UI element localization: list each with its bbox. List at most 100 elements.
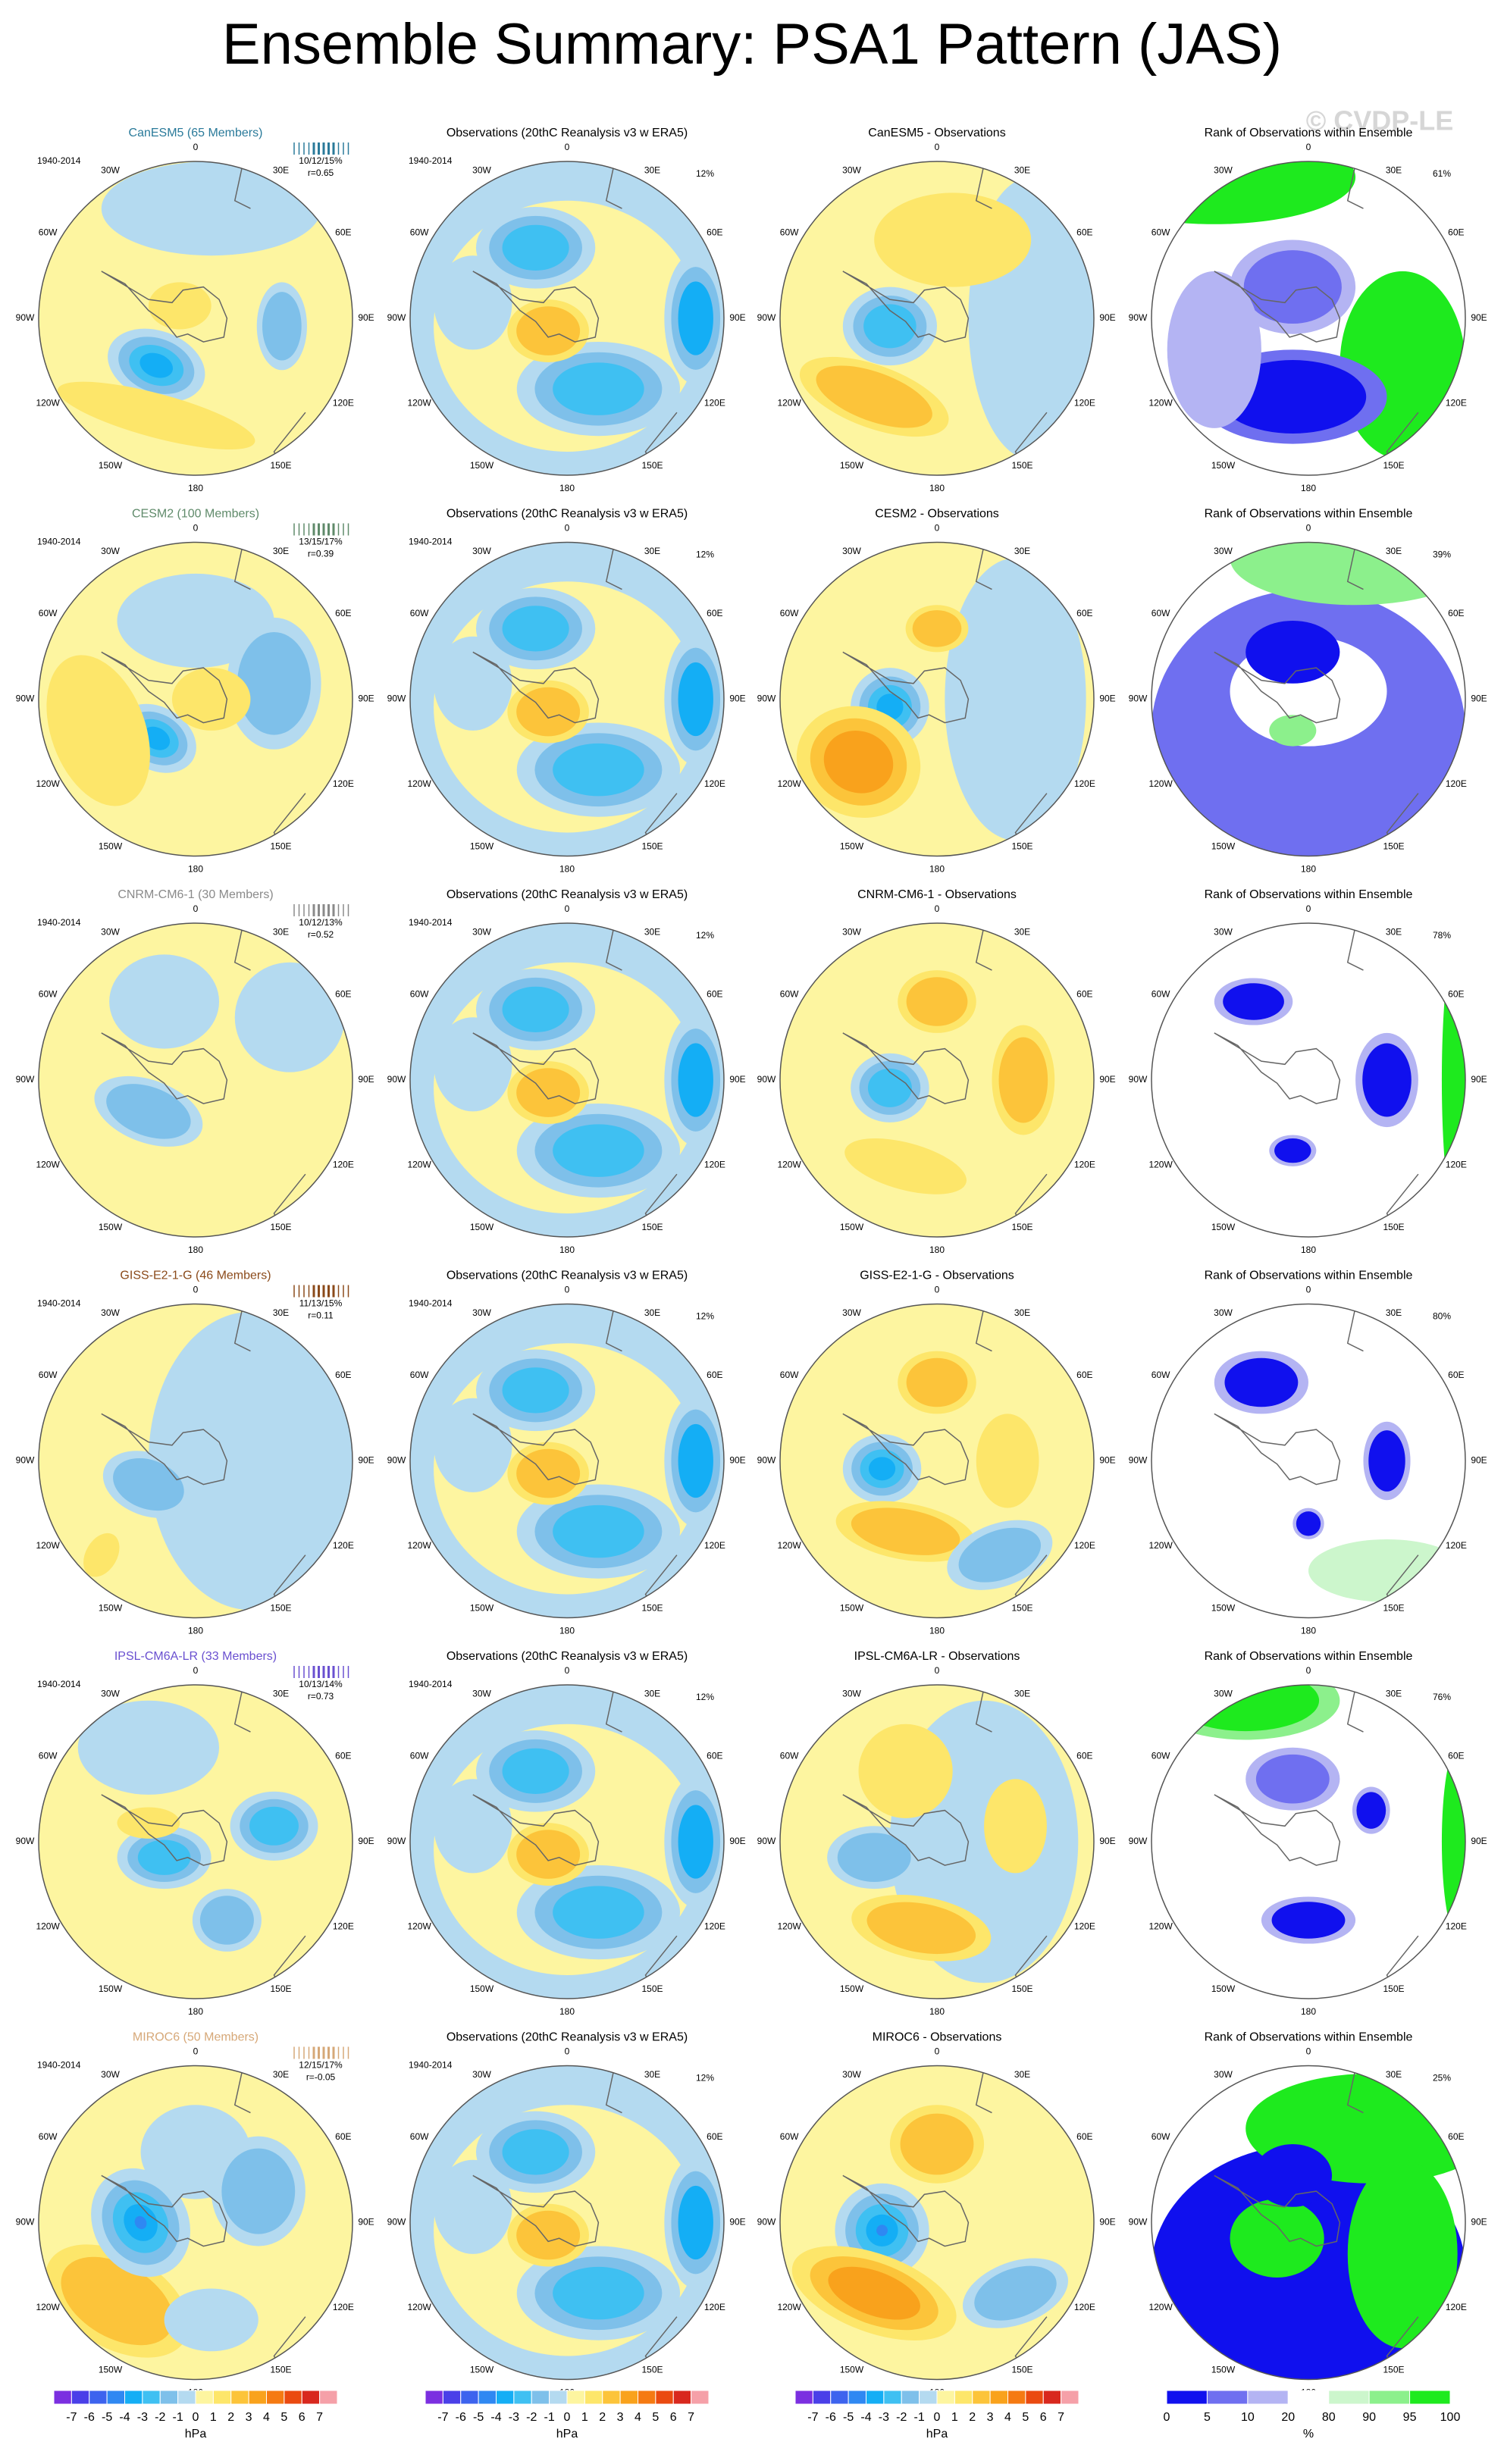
colorbar-label: -4 [119,2411,130,2424]
colorbar-box [691,2390,710,2405]
colorbar-label: -7 [437,2411,448,2424]
longitude-label: 120W [407,2302,431,2312]
coastline [605,545,622,590]
colorbar-box [1042,2390,1062,2405]
longitude-label: 60E [1076,2131,1092,2142]
longitude-label: 60E [335,1370,351,1380]
contour-fill [828,2266,920,2320]
longitude-label: 60W [780,608,799,618]
contour-fill [237,631,311,735]
colorbar-box [672,2390,692,2405]
panel-title: GISS-E2-1-G (46 Members) [120,1270,271,1282]
map [1152,923,1465,1237]
map [780,2065,1094,2380]
panel-title: Observations (20thC Reanalysis v3 w ERA5… [446,127,688,139]
panel-title: IPSL-CM6A-LR - Observations [854,1650,1020,1663]
colorbar-label: -2 [896,2411,907,2424]
colorbar-box [972,2390,991,2405]
longitude-label: 60E [335,1751,351,1761]
longitude-label: 120W [407,1160,431,1170]
map-border [1151,1303,1466,1619]
stats-label: 10/13/14% [299,1679,343,1689]
watermark: © CVDP-LE [1306,105,1454,136]
longitude-label: 120E [333,1540,354,1551]
coastline [1214,1032,1341,1104]
longitude-label: 30W [101,546,120,556]
longitude-label: 30W [472,1688,491,1699]
longitude-label: 120E [333,398,354,409]
contour-fill [1167,271,1261,428]
coastline [842,2174,970,2247]
contour-fill [1230,2199,1324,2278]
panel-title: CNRM-CM6-1 - Observations [857,888,1017,901]
period-label: 1940-2014 [409,1679,453,1689]
longitude-label: 150W [1211,2365,1236,2375]
colorbar-label: -7 [66,2411,77,2424]
map [410,2065,724,2380]
contour-fill [1356,1792,1386,1829]
longitude-label: 0 [565,523,570,534]
coastline [1346,1307,1364,1352]
coastline [233,2068,251,2114]
longitude-label: 90W [757,312,776,323]
map-border [779,1684,1095,1999]
longitude-label: 120E [333,2302,354,2312]
coastline [842,651,970,724]
coastline [1214,651,1341,724]
map-border [409,922,725,1238]
colorbar-label: 2 [599,2411,606,2424]
colorbar-label: 2 [227,2411,234,2424]
coastline [1346,1687,1364,1733]
longitude-label: 150W [840,1983,864,1994]
longitude-label: 150W [99,841,123,852]
map [1152,2065,1465,2380]
longitude-label: 120E [1446,2302,1467,2312]
longitude-label: 60E [335,227,351,238]
period-label: 1940-2014 [37,2060,81,2071]
longitude-label: 150E [1383,1983,1404,1994]
longitude-label: 150W [1211,460,1236,471]
colorbar-label: 5 [652,2411,659,2424]
longitude-label: 0 [193,1285,199,1295]
map [410,542,724,856]
panel-title: Observations (20thC Reanalysis v3 w ERA5… [446,508,688,521]
map [1152,1304,1465,1618]
longitude-label: 60W [410,989,429,1000]
contour-fill [816,365,932,428]
map-background [1152,1685,1465,1999]
longitude-label: 120E [704,1921,725,1932]
contour-fill [1271,1902,1346,1939]
contour-fill [900,2113,974,2175]
panel-title: CESM2 (100 Members) [132,508,259,521]
colorbar-box [919,2390,938,2405]
longitude-label: 30E [273,164,289,175]
coastline [233,545,251,590]
longitude-label: 30E [273,1307,289,1318]
longitude-label: 90E [1099,1836,1115,1846]
panel-title: CanESM5 - Observations [868,127,1005,139]
longitude-label: 150E [641,841,663,852]
longitude-label: 120W [777,1540,801,1551]
colorbar-label: 1 [581,2411,588,2424]
contour-fill [678,662,713,737]
longitude-label: 30E [1386,926,1402,937]
coastline [605,925,622,971]
longitude-label: 90W [1129,1455,1148,1466]
colorbar-box [159,2390,179,2405]
longitude-label: 60W [1152,227,1170,238]
contour-fill [502,1748,569,1794]
longitude-label: 180 [188,864,203,875]
colorbar-label: -3 [137,2411,148,2424]
colorbar-box [848,2390,866,2405]
longitude-label: 60E [1076,227,1092,238]
contour-fill [1255,1754,1330,1804]
colorbar-label: 0 [193,2411,199,2424]
longitude-label: 150E [641,1222,663,1232]
longitude-label: 120E [1074,1160,1095,1170]
longitude-label: 90E [358,2217,374,2228]
longitude-label: 120E [333,778,354,789]
coastline [1214,2174,1341,2247]
contour-fill [874,193,1032,287]
